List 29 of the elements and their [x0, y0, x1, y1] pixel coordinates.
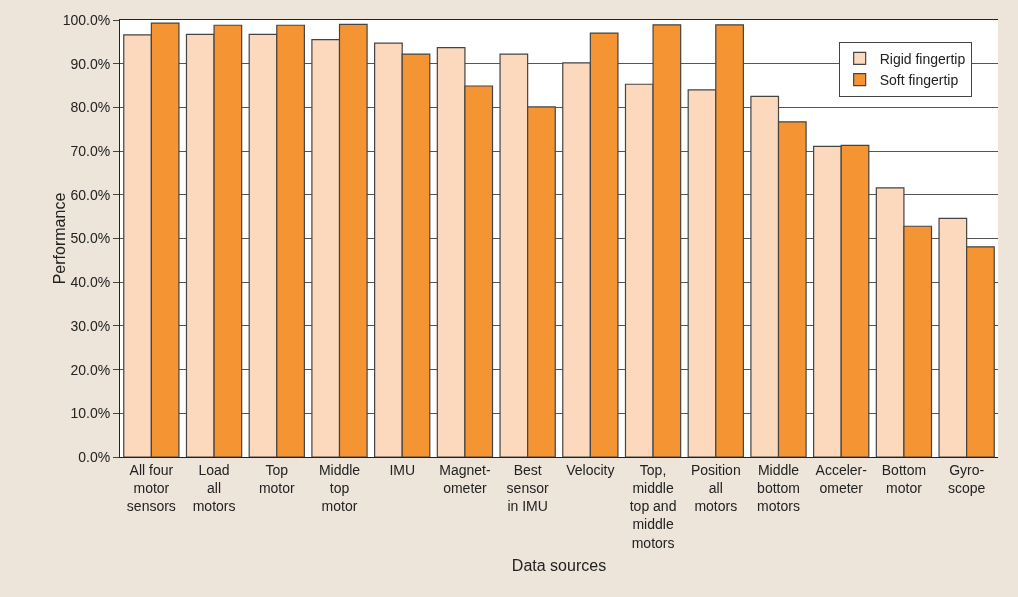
y-tick-label: 80.0%	[70, 99, 111, 116]
legend-label: Rigid fingertip	[879, 50, 966, 67]
y-tick-label: 60.0%	[70, 186, 111, 203]
x-tick-label: Top, middle top and middle motors	[629, 461, 677, 551]
x-tick-label: IMU	[389, 461, 416, 478]
y-axis-title: Performance	[51, 192, 69, 285]
y-tick-label: 0.0%	[78, 448, 111, 465]
y-tick-label: 10.0%	[70, 405, 111, 422]
y-tick-label: 20.0%	[70, 361, 111, 378]
y-tick-label: 90.0%	[70, 55, 111, 72]
x-axis-title: Data sources	[511, 557, 607, 575]
x-tick-label: Middle bottom motors	[757, 461, 800, 515]
x-tick-label: Top motor	[258, 461, 296, 496]
y-tick-label: 50.0%	[70, 230, 111, 247]
x-tick-label: Position all motors	[690, 461, 741, 515]
y-tick-label: 40.0%	[70, 274, 111, 291]
x-tick-label: Bottom motor	[881, 461, 927, 496]
x-tick-label: Gyro- scope	[947, 461, 986, 496]
y-tick-label: 30.0%	[70, 317, 111, 334]
x-tick-label: Acceler- ometer	[815, 461, 868, 496]
x-tick-label: Load all motors	[192, 461, 236, 515]
x-tick-label: Middle top motor	[318, 461, 361, 515]
y-tick-label: 70.0%	[70, 143, 111, 159]
x-tick-label: Best sensor in IMU	[506, 461, 549, 515]
x-tick-label: Velocity	[566, 461, 615, 478]
x-tick-label: All four motor sensors	[126, 461, 176, 515]
legend-label: Soft fingertip	[879, 72, 959, 89]
x-tick-label: Magnet- ometer	[439, 461, 491, 496]
y-tick-label: 100.0%	[62, 11, 111, 28]
